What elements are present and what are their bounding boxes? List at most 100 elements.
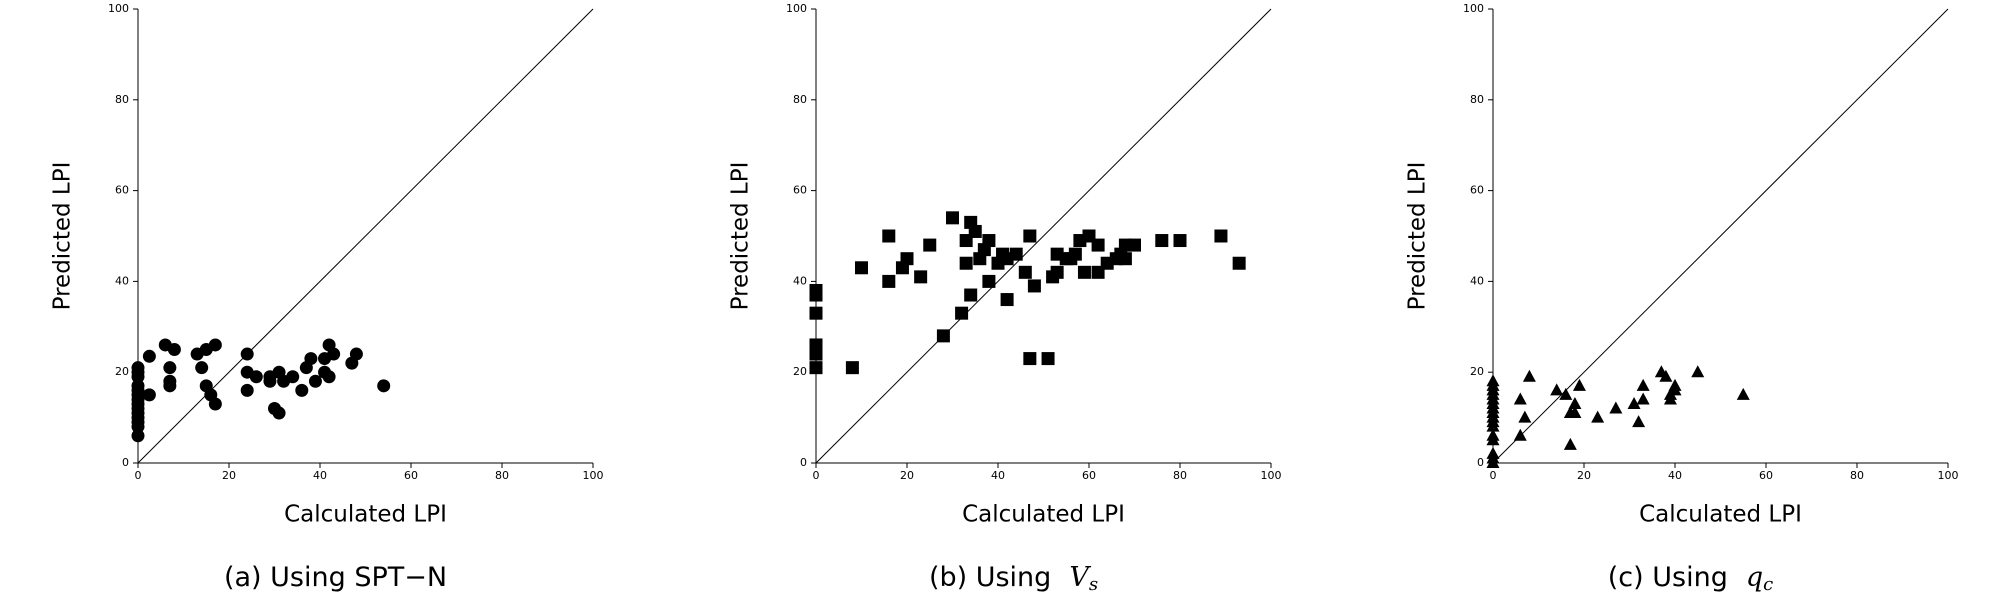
y-tick-label: 80 — [793, 93, 807, 106]
caption: (a) Using SPT−N — [224, 562, 447, 593]
identity-line — [1492, 8, 1949, 464]
x-tick-label: 20 — [1577, 469, 1591, 482]
y-axis-title: Predicted LPI — [1405, 162, 1431, 311]
caption: (b) Using Vs — [929, 562, 1098, 596]
caption-text: (c) Using — [1608, 562, 1728, 593]
point — [1736, 387, 1750, 400]
point — [249, 370, 263, 384]
point — [286, 370, 300, 384]
point — [1128, 238, 1141, 252]
x-tick-label: 100 — [583, 469, 604, 482]
y-tick-label: 100 — [108, 2, 129, 15]
y-tick-label: 80 — [115, 93, 129, 106]
chart-panel: 0 20 40 60 80 100 0 20 40 60 80 100 Calculated LPI Pr… — [728, 2, 1282, 595]
point — [1663, 392, 1677, 405]
y-tick-label: 40 — [793, 274, 807, 287]
x-tick-label: 60 — [404, 469, 418, 482]
x-tick-label: 40 — [313, 469, 327, 482]
point — [208, 397, 222, 411]
point — [1018, 265, 1032, 279]
point — [327, 347, 341, 361]
point — [809, 306, 823, 320]
point — [936, 329, 950, 343]
point — [195, 361, 209, 375]
point — [982, 234, 996, 248]
y-tick-label: 20 — [1470, 365, 1484, 378]
point — [900, 252, 914, 266]
point — [1559, 387, 1573, 400]
x-tick-label: 0 — [813, 469, 820, 482]
caption-symbol: V — [1069, 562, 1091, 593]
point — [1050, 265, 1064, 279]
point — [1486, 428, 1500, 441]
point — [131, 361, 145, 375]
y-tick-label: 60 — [1470, 184, 1484, 197]
caption-text: (a) Using SPT−N — [224, 562, 447, 593]
point — [1609, 401, 1623, 414]
point — [163, 361, 177, 375]
point — [1091, 238, 1105, 252]
x-tick-label: 60 — [1082, 469, 1096, 482]
point — [349, 347, 363, 361]
point — [1636, 392, 1650, 405]
x-tick-label: 80 — [1850, 469, 1864, 482]
point — [1691, 365, 1705, 378]
point — [1518, 410, 1532, 423]
point — [964, 288, 978, 302]
point — [377, 379, 391, 393]
point — [1563, 437, 1577, 450]
point — [1232, 256, 1246, 270]
point — [809, 283, 823, 297]
point — [1513, 392, 1527, 405]
point — [1632, 415, 1646, 428]
point — [240, 347, 254, 361]
x-tick-label: 80 — [1173, 469, 1187, 482]
point — [1636, 378, 1650, 391]
caption-symbol: q — [1746, 562, 1763, 593]
y-tick-label: 20 — [793, 365, 807, 378]
point — [809, 338, 823, 352]
y-tick-label: 0 — [1477, 456, 1484, 469]
y-tick-label: 60 — [115, 184, 129, 197]
point — [1486, 374, 1500, 387]
y-tick-label: 80 — [1470, 93, 1484, 106]
y-tick-label: 40 — [115, 274, 129, 287]
point — [1486, 446, 1500, 459]
x-tick-label: 60 — [1759, 469, 1773, 482]
point — [882, 274, 896, 288]
y-tick-label: 60 — [793, 184, 807, 197]
point — [1568, 406, 1582, 419]
x-axis-title: Calculated LPI — [1639, 502, 1802, 528]
x-tick-label: 40 — [1668, 469, 1682, 482]
point — [1513, 428, 1527, 441]
point — [272, 406, 286, 420]
point — [295, 383, 309, 397]
point — [163, 379, 177, 393]
x-tick-label: 20 — [222, 469, 236, 482]
x-axis-title: Calculated LPI — [284, 502, 447, 528]
point — [1627, 396, 1641, 409]
point — [1027, 279, 1041, 293]
point — [1118, 252, 1132, 266]
point — [882, 229, 896, 243]
point — [1155, 234, 1169, 248]
chart-panel: 0 20 40 60 80 100 0 20 40 60 80 100 Calculated LPI Pr… — [50, 2, 604, 593]
point — [1668, 383, 1682, 396]
y-tick-label: 0 — [800, 456, 807, 469]
point — [855, 261, 868, 275]
x-tick-label: 40 — [991, 469, 1005, 482]
point — [142, 388, 156, 402]
point — [914, 270, 928, 284]
point — [1659, 369, 1673, 382]
x-tick-label: 100 — [1261, 469, 1282, 482]
point — [982, 274, 996, 288]
point — [131, 379, 145, 393]
identity-line — [815, 8, 1272, 464]
point — [845, 361, 859, 375]
x-axis-title: Calculated LPI — [962, 502, 1125, 528]
point — [308, 374, 322, 388]
y-tick-label: 100 — [786, 2, 807, 15]
y-tick-label: 40 — [1470, 274, 1484, 287]
y-tick-label: 20 — [115, 365, 129, 378]
